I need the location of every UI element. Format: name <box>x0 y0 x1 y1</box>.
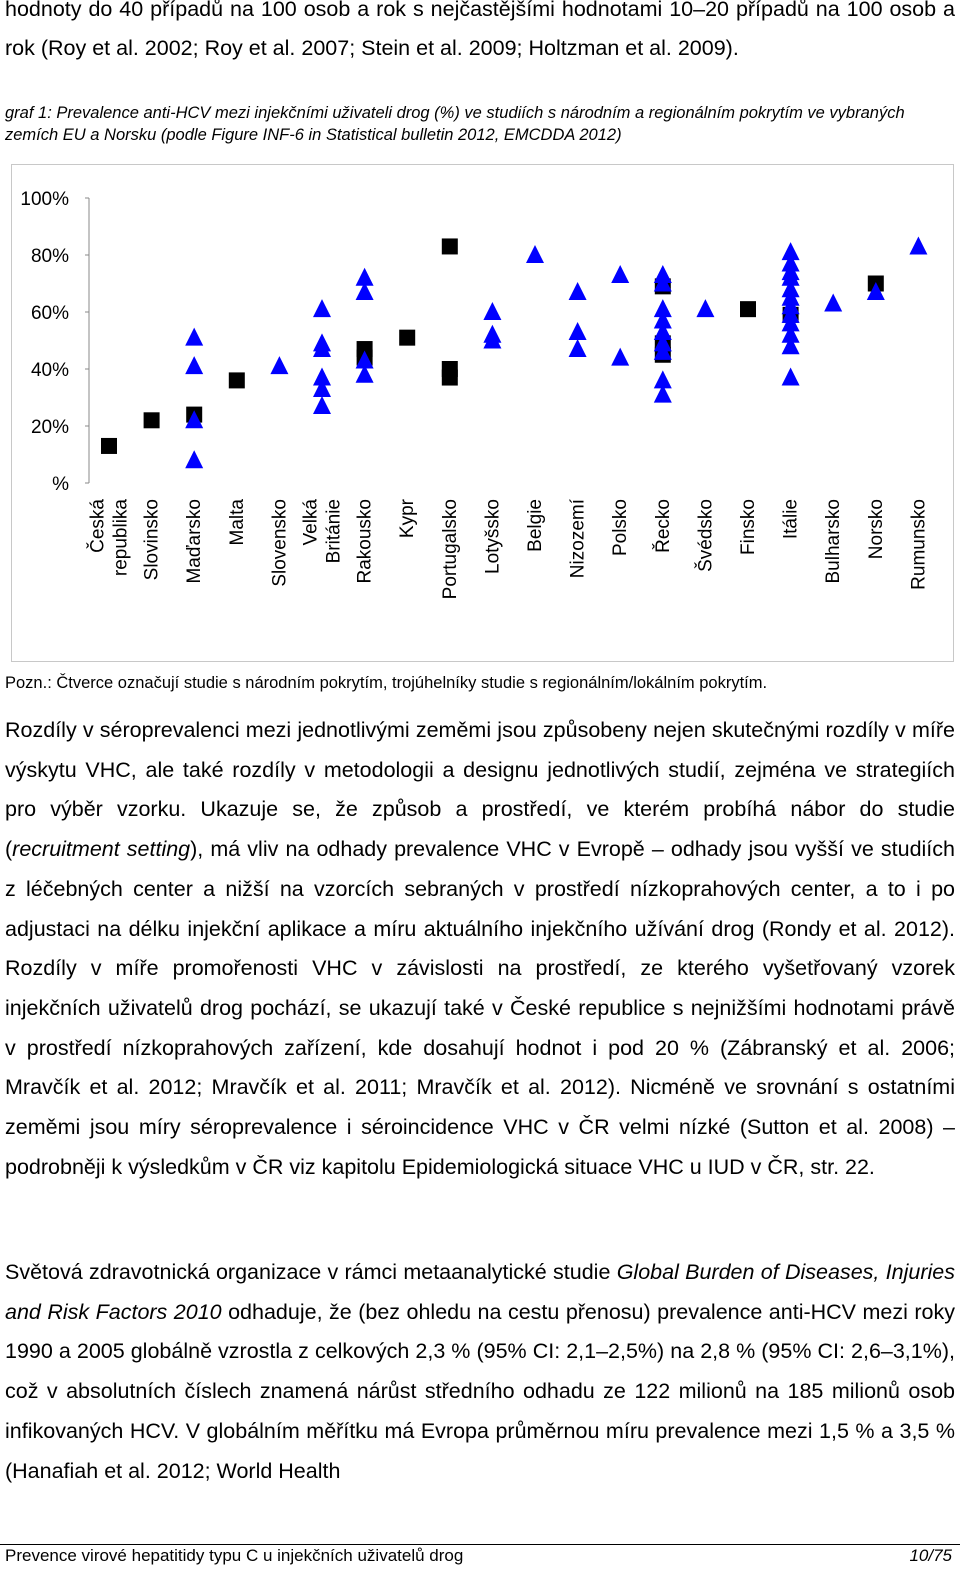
x-category-label: Portugalsko <box>440 499 461 599</box>
triangle-marker <box>611 264 630 283</box>
paragraph-italic-term: recruitment setting <box>12 837 191 862</box>
triangle-marker <box>313 378 331 397</box>
prevalence-chart: % 20% 40% 60% 80% 100% Česká republika Slovinsko… <box>20 189 929 599</box>
triangle-marker <box>824 293 843 312</box>
triangle-marker <box>483 330 502 349</box>
x-category-label: Bulharsko <box>823 499 844 584</box>
x-category-label: Lotyšsko <box>482 499 503 574</box>
triangle-marker <box>185 356 204 375</box>
x-category-label: Řecko <box>652 499 674 553</box>
x-category-label: Nizozemí <box>568 498 589 578</box>
triangle-marker <box>568 339 587 358</box>
paragraph-text: ), má vliv na odhady prevalence VHC v Ev… <box>5 837 955 1179</box>
triangle-marker <box>313 367 331 386</box>
triangle-marker <box>526 245 544 263</box>
x-category-label: Malta <box>227 499 248 546</box>
paragraph-who-study: Světová zdravotnická organizace v rámci … <box>5 1253 955 1491</box>
triangle-marker <box>781 242 800 261</box>
x-category-label: Norsko <box>866 499 887 559</box>
paragraph-italic-title: Global Burden of Diseases, Injuries and … <box>5 1260 955 1324</box>
triangle-marker <box>270 356 289 375</box>
square-marker <box>441 369 458 386</box>
square-marker <box>101 437 117 454</box>
chart-caption: graf 1: Prevalence anti-HCV mezi injekčn… <box>5 104 905 144</box>
y-tick-label: 60% <box>31 303 69 324</box>
triangle-marker <box>653 341 672 360</box>
page-number: 10/75 <box>909 1546 952 1565</box>
paragraph-text: odhaduje, že (bez ohledu na cestu přenos… <box>5 1299 955 1483</box>
x-category-label: Polsko <box>610 499 631 556</box>
triangle-marker <box>653 384 672 403</box>
triangle-marker <box>866 282 885 301</box>
y-tick-label: 80% <box>31 246 69 267</box>
triangle-marker <box>355 364 374 383</box>
paragraph-text: Světová zdravotnická organizace v rámci … <box>5 1260 617 1284</box>
triangle-marker <box>611 347 630 366</box>
x-category-label: Slovinsko <box>142 499 163 580</box>
triangle-marker <box>653 310 672 329</box>
x-category-label: Británie <box>324 499 345 563</box>
square-marker <box>399 329 416 346</box>
triangle-marker <box>355 267 374 286</box>
triangle-marker <box>781 313 800 332</box>
x-category-label: Itálie <box>781 499 802 539</box>
square-marker <box>740 301 756 318</box>
x-category-label: Rumunsko <box>908 499 929 590</box>
triangle-marker <box>313 339 331 358</box>
triangle-marker <box>483 302 502 320</box>
square-marker <box>143 412 160 429</box>
triangle-marker <box>313 396 331 415</box>
triangle-marker <box>185 450 204 469</box>
triangle-marker <box>653 370 672 389</box>
triangle-marker <box>653 273 672 292</box>
chart-frame: % 20% 40% 60% 80% 100% Česká republika Slovinsko… <box>11 164 954 662</box>
triangle-marker <box>313 299 331 318</box>
triangle-marker <box>781 367 800 386</box>
triangle-marker <box>909 236 928 255</box>
x-category-label: Slovensko <box>269 499 290 587</box>
x-category-label: Švédsko <box>694 499 716 572</box>
triangle-marker <box>355 350 374 369</box>
intro-paragraph: hodnoty do 40 případů na 100 osob a rok … <box>5 0 955 60</box>
triangle-marker <box>781 336 800 355</box>
x-category-label: Velká <box>301 499 322 546</box>
square-marker <box>441 238 458 255</box>
footer-title: Prevence virové hepatitidy typu C u inje… <box>5 1546 464 1565</box>
triangle-marker <box>781 324 800 343</box>
footer-divider <box>0 1544 960 1545</box>
triangle-marker <box>185 327 204 346</box>
chart-note: Pozn.: Čtverce označují studie s národní… <box>5 674 768 692</box>
x-category-label: Rakousko <box>355 499 376 584</box>
triangle-marker <box>355 282 374 301</box>
x-category-label: Maďarsko <box>184 499 205 584</box>
triangle-marker <box>781 267 800 286</box>
paragraph-text: Rozdíly v séroprevalenci mezi jednotlivý… <box>5 718 955 862</box>
x-category-label: Česká <box>87 499 109 553</box>
triangle-marker <box>185 410 204 429</box>
paragraph-differences: Rozdíly v séroprevalenci mezi jednotlivý… <box>5 711 955 1187</box>
triangle-marker <box>653 299 672 318</box>
triangle-marker <box>696 299 715 318</box>
triangle-marker <box>653 321 672 340</box>
x-category-label: Belgie <box>525 499 546 552</box>
x-category-label: Kypr <box>397 498 418 538</box>
square-marker <box>228 372 245 389</box>
triangle-marker <box>568 321 587 340</box>
triangle-marker <box>568 282 587 301</box>
x-category-label: republika <box>111 499 132 577</box>
x-category-label: Finsko <box>738 499 759 555</box>
y-tick-label: % <box>52 474 69 495</box>
y-tick-label: 20% <box>31 417 69 438</box>
y-tick-label: 100% <box>20 189 69 210</box>
y-tick-label: 40% <box>31 360 69 381</box>
